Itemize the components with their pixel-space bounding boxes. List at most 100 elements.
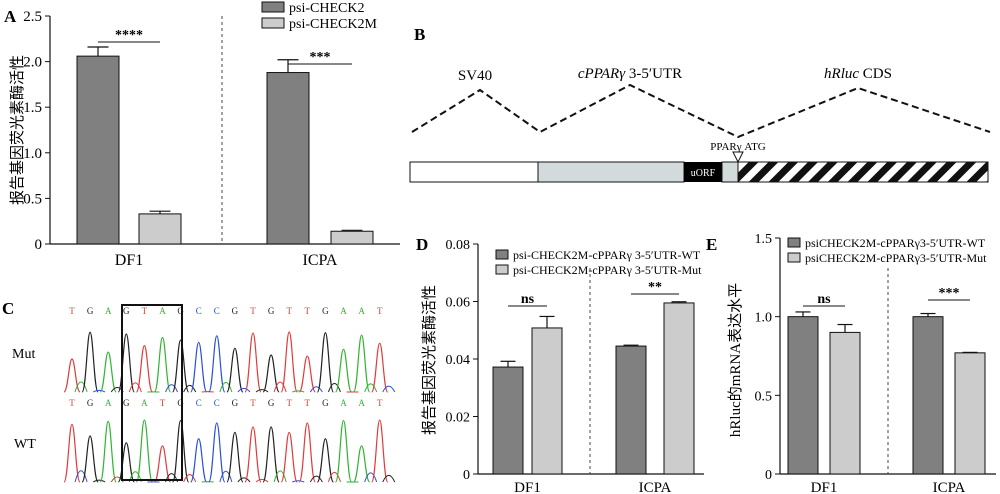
chromatogram-minor-peak	[128, 382, 142, 393]
cds-label-gene: hRluc	[824, 66, 859, 82]
panel-label-c: C	[2, 299, 14, 318]
panel-a-bars: *******	[76, 28, 374, 245]
panel-label-e: E	[706, 235, 717, 254]
bar	[76, 55, 120, 245]
y-axis-title: 报告基因荧光素酶活性	[9, 55, 26, 205]
y-tick-label: 0	[35, 237, 43, 253]
uorf-label: uORF	[691, 168, 716, 179]
base-call-letter: T	[250, 398, 256, 408]
chromatogram-minor-peak	[382, 385, 396, 393]
y-tick-label: 1.5	[755, 232, 773, 247]
y-tick-label: 0	[463, 468, 470, 483]
base-call-letter: G	[268, 398, 275, 408]
mutation-highlight-box	[121, 304, 183, 481]
panel-b: B SV40 cPPARγ 3-5′UTR hRluc CDS PPARγ AT…	[409, 25, 991, 183]
mut-row-label: Mut	[12, 347, 35, 362]
chromatogram-peak	[153, 445, 172, 483]
bar	[954, 352, 986, 475]
significance-label: ****	[115, 28, 143, 43]
chromatogram-minor-peak	[255, 478, 269, 483]
x-category-label: ICPA	[933, 480, 966, 494]
legend-swatch	[787, 252, 801, 263]
panel-label-a: A	[4, 7, 17, 26]
chromatogram-minor-peak	[364, 383, 378, 393]
legend-label: psi-CHECK2M-cPPARγ 3-5′UTR-WT	[513, 248, 701, 262]
chromatogram-peak	[208, 335, 226, 393]
legend-swatch	[261, 17, 285, 29]
base-call-letter: T	[377, 398, 383, 408]
chromatogram-minor-peak	[309, 386, 323, 393]
panel-label-b: B	[414, 25, 425, 44]
uorf-block	[684, 162, 722, 182]
panel-e-axes: 0 0.5 1.0 1.5 DF1 ICPA hRluc的mRNA表达水平	[727, 232, 996, 494]
bar	[787, 316, 819, 475]
base-call-letter: A	[358, 398, 365, 408]
base-call-letter: G	[322, 398, 329, 408]
chromatogram-peak	[190, 341, 208, 393]
chromatogram-minor-peak	[273, 381, 287, 393]
y-tick-label: 2.5	[23, 9, 42, 25]
chromatogram-peak	[262, 426, 280, 483]
legend-swatch	[787, 237, 801, 248]
base-call-letter: G	[322, 306, 329, 316]
chromatogram-minor-peak	[219, 470, 233, 483]
chromatogram-peak	[280, 331, 298, 393]
base-call-letter: T	[160, 398, 166, 408]
wt-row-label: WT	[14, 437, 36, 452]
base-call-letter: A	[358, 306, 365, 316]
chromatogram-peak	[334, 419, 353, 483]
bar	[138, 213, 182, 245]
chromatogram-peak	[135, 345, 153, 393]
base-call-letter: A	[340, 306, 347, 316]
chromatogram-peak	[135, 419, 153, 483]
chromatogram-minor-peak	[92, 479, 106, 483]
chromatogram: T G A G T A G C C G T G T T G A A T T G A G A T G C C G T G T T G A A T	[63, 306, 396, 483]
panel-e-bars: ns ***	[787, 286, 986, 475]
y-tick-label: 2.0	[23, 55, 42, 71]
chromatogram-peak	[208, 422, 226, 483]
y-tick-label: 0.06	[446, 296, 471, 311]
hrluc-cds-block	[737, 161, 989, 183]
utr-label-gene: cPPARγ	[578, 66, 626, 82]
panel-d-legend: psi-CHECK2M-cPPARγ 3-5′UTR-WTpsi-CHECK2M…	[495, 248, 702, 277]
y-tick-label: 1.5	[23, 100, 42, 116]
chromatogram-peak	[334, 348, 353, 393]
bar	[330, 230, 374, 245]
base-call-letter: T	[69, 398, 75, 408]
y-tick-label: 0.02	[446, 411, 471, 426]
base-call-letter: T	[69, 306, 75, 316]
chromatogram-peak	[353, 445, 371, 483]
y-tick-label: 0.5	[23, 191, 42, 207]
chromatogram-minor-peak	[327, 382, 341, 393]
base-call-letter: G	[87, 398, 94, 408]
chromatogram-peak	[226, 431, 244, 483]
panel-c: C Mut WT T G A G T A G C C G T G T T G A A TT G A G A T G C C G T G T…	[2, 299, 396, 483]
utr-block-tail	[721, 161, 739, 183]
chromatogram-peak	[172, 339, 190, 393]
base-call-letter: G	[177, 398, 184, 408]
y-tick-label: 0.04	[446, 353, 471, 368]
chromatogram-peak	[226, 347, 244, 393]
chromatogram-peak	[63, 358, 81, 393]
chromatogram-minor-peak	[183, 474, 197, 483]
chromatogram-peak	[353, 334, 371, 393]
legend-label: psi-CHECK2M-cPPARγ 3-5′UTR-Mut	[513, 263, 702, 277]
chromatogram-minor-peak	[237, 477, 251, 483]
chromatogram-peak	[371, 419, 389, 483]
chromatogram-minor-peak	[74, 470, 88, 483]
chromatogram-minor-peak	[183, 384, 197, 393]
chromatogram-peak	[316, 438, 334, 483]
significance-label: ***	[310, 50, 331, 65]
chromatogram-peak	[298, 422, 316, 483]
chromatogram-minor-peak	[292, 480, 305, 483]
y-axis-title: hRluc的mRNA表达水平	[727, 283, 744, 437]
chromatogram-peak	[81, 435, 99, 483]
base-call-letter: C	[214, 306, 220, 316]
chromatogram-peak	[316, 332, 334, 393]
chromatogram-peak	[117, 333, 135, 393]
panel-label-d: D	[416, 235, 428, 254]
legend-swatch	[261, 1, 285, 13]
panel-d-axes: 0 0.02 0.04 0.06 0.08 DF1 ICPA 报告基因荧光素酶活性	[421, 238, 704, 494]
sv40-block	[409, 161, 539, 183]
